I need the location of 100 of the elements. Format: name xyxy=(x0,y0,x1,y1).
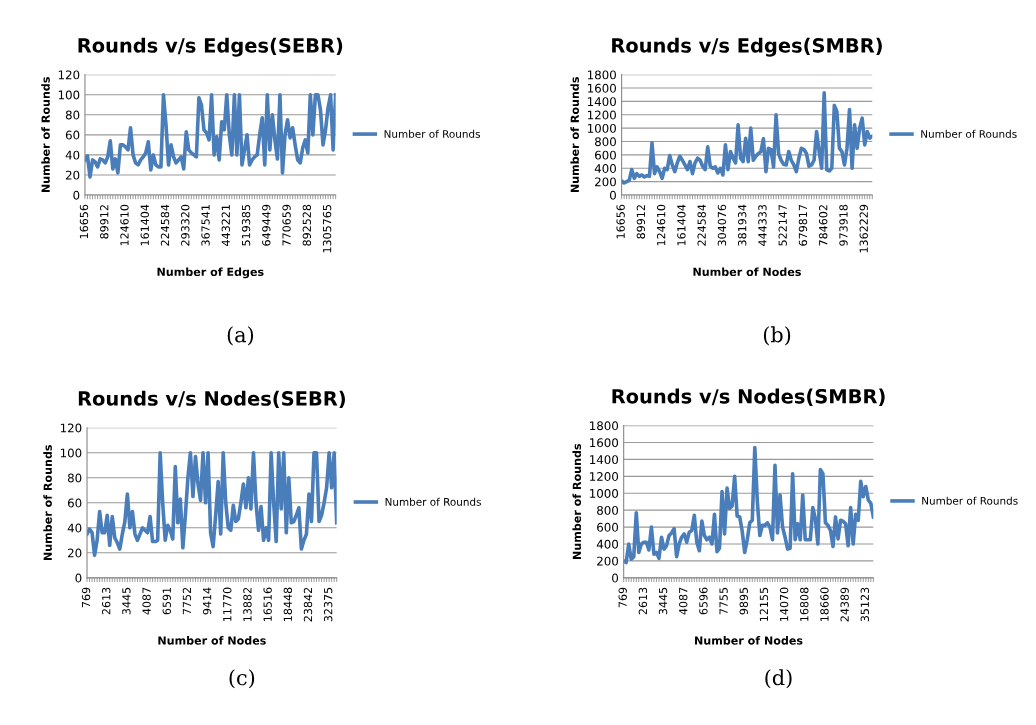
x-tick-label: 7752 xyxy=(182,587,192,615)
y-tick-label: 0 xyxy=(610,190,616,200)
x-tick-label: 4087 xyxy=(142,587,151,615)
y-tick-label: 1800 xyxy=(587,70,616,80)
x-tick-label: 679817 xyxy=(798,205,808,246)
y-tick-label: 40 xyxy=(67,523,82,533)
line-series xyxy=(621,90,873,185)
x-tick-label: 161404 xyxy=(677,204,686,246)
legend-label: Number of Rounds xyxy=(922,496,1018,505)
y-axis-title: Number of Rounds xyxy=(570,77,579,193)
y-tick-label: 0 xyxy=(73,190,80,200)
x-tick-label: 16656 xyxy=(79,204,89,239)
y-tick-label: 1600 xyxy=(590,438,619,448)
x-tick-label: 32375 xyxy=(323,587,333,622)
y-tick-label: 0 xyxy=(612,573,619,583)
x-tick-label: 124610 xyxy=(656,204,666,246)
x-tick-label: 367541 xyxy=(201,205,210,246)
x-tick-label: 1305765 xyxy=(322,205,332,253)
y-tick-label: 120 xyxy=(58,70,80,80)
x-axis-title: Number of Edges xyxy=(157,267,264,279)
y-tick-label: 1600 xyxy=(587,83,616,93)
x-axis-title: Number of Nodes xyxy=(695,636,803,645)
chart-title: Rounds v/s Edges(SEBR) xyxy=(78,37,343,57)
chart-title: Rounds v/s Edges(SMBR) xyxy=(612,37,882,57)
x-tick-label: 649449 xyxy=(262,204,271,246)
x-tick-label: 443221 xyxy=(221,205,230,246)
x-tick-label: 7755 xyxy=(719,587,728,615)
x-tick-label: 769 xyxy=(618,587,627,608)
x-tick-label: 973918 xyxy=(839,204,848,246)
y-tick-label: 1800 xyxy=(590,421,619,431)
x-tick-label: 6591 xyxy=(162,587,171,615)
y-tick-label: 800 xyxy=(597,505,619,515)
x-tick-label: 224584 xyxy=(697,204,706,246)
y-axis-title: Number of Rounds xyxy=(572,443,582,559)
legend-label: Number of Rounds xyxy=(384,129,480,138)
text: (c) xyxy=(229,669,255,689)
x-tick-label: 3445 xyxy=(122,587,131,615)
x-tick-label: 23842 xyxy=(303,587,313,622)
x-tick-label: 1362229 xyxy=(859,204,868,253)
x-tick-label: 381934 xyxy=(737,204,747,246)
y-tick-label: 60 xyxy=(65,130,80,140)
y-tick-label: 1200 xyxy=(590,472,619,481)
y-tick-label: 400 xyxy=(596,539,619,549)
y-tick-label: 80 xyxy=(67,473,82,483)
legend-label: Number of Rounds xyxy=(921,129,1017,138)
x-tick-label: 522147 xyxy=(778,205,787,246)
x-tick-label: 18448 xyxy=(283,587,293,621)
x-tick-label: 12155 xyxy=(759,587,769,621)
x-tick-label: 24389 xyxy=(840,587,849,622)
y-tick-label: 1400 xyxy=(587,97,616,107)
y-tick-label: 1000 xyxy=(590,488,619,498)
x-tick-label: 124610 xyxy=(120,204,129,246)
y-tick-label: 800 xyxy=(595,137,616,147)
x-tick-label: 2613 xyxy=(102,587,111,615)
y-tick-label: 200 xyxy=(595,177,616,187)
x-tick-label: 18660 xyxy=(820,587,829,621)
y-tick-label: 120 xyxy=(60,423,82,433)
x-tick-label: 161404 xyxy=(140,204,149,246)
y-tick-label: 20 xyxy=(68,548,82,558)
x-tick-label: 6596 xyxy=(699,587,708,615)
legend-label: Number of Rounds xyxy=(385,497,481,506)
y-tick-label: 60 xyxy=(67,498,82,508)
x-tick-label: 293320 xyxy=(181,204,190,246)
y-tick-label: 1400 xyxy=(590,455,619,465)
text: (d) xyxy=(765,669,792,689)
y-tick-label: 400 xyxy=(594,164,616,173)
x-tick-label: 16808 xyxy=(800,587,809,621)
x-tick-label: 3445 xyxy=(658,587,668,615)
x-tick-label: 770659 xyxy=(282,204,291,246)
text: (a) xyxy=(227,326,254,346)
x-tick-label: 4087 xyxy=(679,587,688,615)
y-tick-label: 1000 xyxy=(587,123,616,133)
chart-title: Rounds v/s Nodes(SMBR) xyxy=(612,388,885,406)
x-tick-label: 519385 xyxy=(241,205,251,246)
x-tick-label: 769 xyxy=(81,587,91,608)
text: (b) xyxy=(763,326,791,346)
x-tick-label: 9895 xyxy=(739,587,748,615)
y-tick-label: 100 xyxy=(58,90,80,100)
x-tick-label: 89912 xyxy=(100,205,109,239)
y-axis-title: Number of Rounds xyxy=(43,445,52,561)
y-tick-label: 40 xyxy=(65,150,80,160)
y-tick-label: 100 xyxy=(60,448,82,458)
x-tick-label: 89912 xyxy=(636,205,646,239)
y-tick-label: 80 xyxy=(65,110,80,120)
y-tick-label: 20 xyxy=(65,170,80,180)
line-series xyxy=(87,450,337,558)
x-axis-title: Number of Nodes xyxy=(693,267,801,277)
x-tick-label: 444333 xyxy=(758,204,767,246)
x-tick-label: 224584 xyxy=(160,204,170,246)
x-tick-label: 14070 xyxy=(779,587,789,621)
line-series xyxy=(84,92,336,179)
x-tick-label: 892528 xyxy=(302,204,312,246)
x-tick-label: 13882 xyxy=(243,587,252,621)
x-tick-label: 11770 xyxy=(223,587,232,621)
x-axis-title: Number of Nodes xyxy=(158,636,266,645)
chart-title: Rounds v/s Nodes(SEBR) xyxy=(78,390,345,409)
x-tick-label: 16656 xyxy=(616,204,625,239)
y-tick-label: 1200 xyxy=(587,110,616,120)
x-tick-label: 9414 xyxy=(202,587,212,615)
y-tick-label: 200 xyxy=(597,556,619,566)
